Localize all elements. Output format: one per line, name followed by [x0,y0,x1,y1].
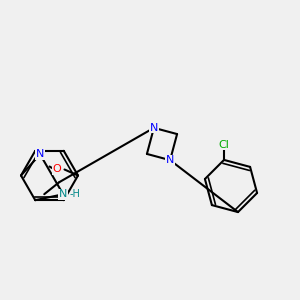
Text: N: N [150,123,158,133]
Text: O: O [52,164,62,175]
Text: N: N [166,155,174,165]
Text: N: N [36,149,44,159]
Text: -H: -H [69,189,80,199]
Text: Cl: Cl [219,140,230,150]
Text: N: N [59,189,67,199]
